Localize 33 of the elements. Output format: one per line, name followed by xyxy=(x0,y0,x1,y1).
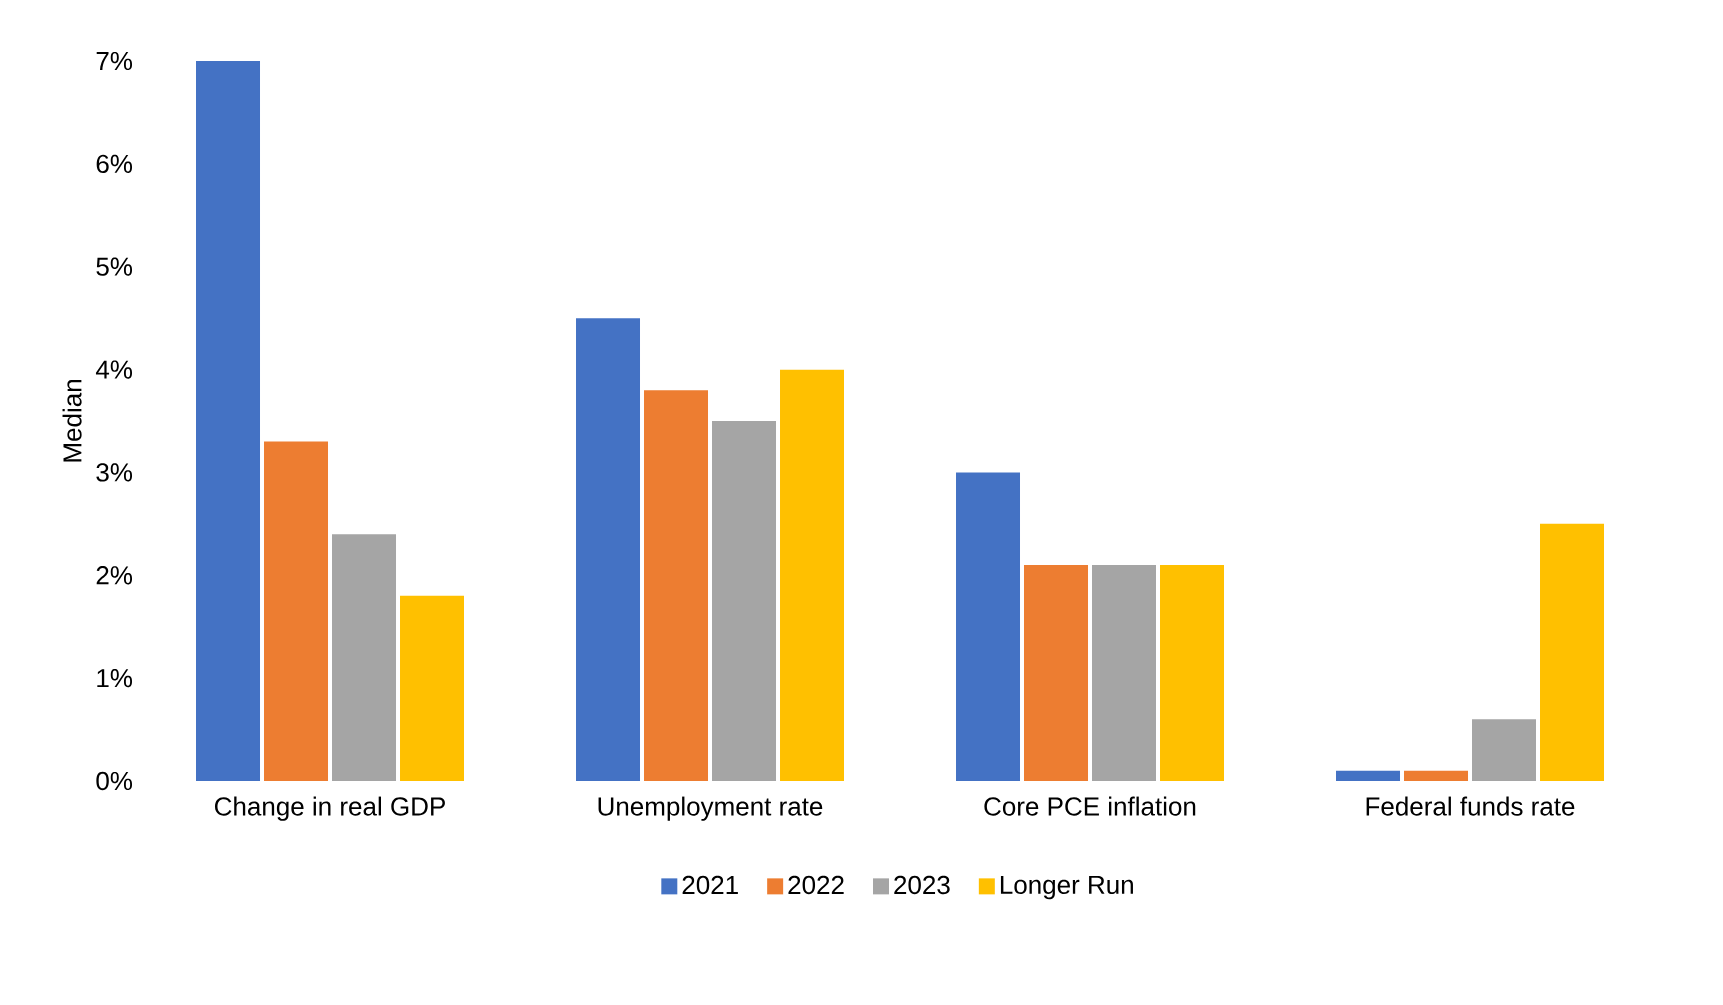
y-tick-label: 4% xyxy=(95,360,133,379)
y-tick-label: 7% xyxy=(96,51,133,71)
bar xyxy=(956,472,1021,781)
y-tick-label: 0% xyxy=(96,771,133,791)
x-tick-label: Core PCE inflation xyxy=(984,796,1196,816)
y-tick-label: 5% xyxy=(96,257,133,276)
bar xyxy=(400,595,464,781)
bar xyxy=(1336,770,1401,781)
bar xyxy=(1404,770,1469,781)
bar xyxy=(1472,719,1537,781)
bar xyxy=(576,318,640,781)
y-axis-title: Median xyxy=(62,380,82,462)
bar xyxy=(1024,564,1089,781)
bar xyxy=(196,60,261,781)
bar xyxy=(1092,564,1156,781)
x-tick-label: Unemployment rate xyxy=(598,796,823,821)
legend-label: 2022 xyxy=(788,875,844,895)
y-tick-label: 3% xyxy=(96,463,133,482)
bar xyxy=(712,420,777,781)
x-tick-label: Change in real GDP xyxy=(214,796,445,821)
legend-label: 2023 xyxy=(894,875,950,895)
y-tick-label: 2% xyxy=(96,566,133,585)
bar xyxy=(1540,523,1605,781)
bar xyxy=(332,534,397,781)
bar xyxy=(780,369,845,781)
bar xyxy=(1160,564,1225,781)
y-tick-label: 6% xyxy=(96,154,133,174)
bar xyxy=(644,390,709,781)
y-tick-label: 1% xyxy=(97,669,133,688)
legend-label: Longer Run xyxy=(1000,875,1133,900)
bar xyxy=(264,441,329,781)
legend-label: 2021 xyxy=(682,875,738,895)
x-tick-label: Federal funds rate xyxy=(1366,796,1575,816)
